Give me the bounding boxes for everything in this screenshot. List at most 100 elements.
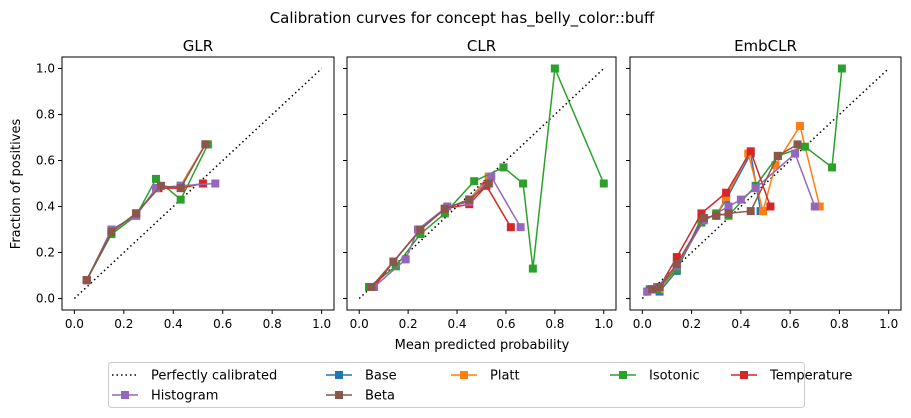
axes-frame xyxy=(629,56,902,311)
y-axis-label: Fraction of positives xyxy=(9,119,24,250)
series-temperature xyxy=(648,147,775,294)
data-point xyxy=(519,179,528,188)
legend-label: Base xyxy=(365,369,397,384)
perfect-calibration-line xyxy=(73,67,323,300)
data-point xyxy=(648,285,657,294)
data-point xyxy=(440,209,449,218)
data-point xyxy=(746,147,755,156)
data-point xyxy=(699,214,708,222)
data-point xyxy=(528,264,537,273)
series-beta xyxy=(82,140,210,285)
data-point xyxy=(724,209,733,218)
data-point xyxy=(643,287,652,296)
series-isotonic xyxy=(82,140,212,285)
data-point xyxy=(712,211,721,220)
legend-entry-perfectly-calibrated: Perfectly calibrated xyxy=(112,369,277,384)
x-tick-label: 0.8 xyxy=(263,317,282,331)
y-tick-label: 0.0 xyxy=(36,292,55,306)
data-point xyxy=(795,122,804,130)
data-point xyxy=(697,209,706,218)
data-point xyxy=(828,163,837,172)
x-tick-label: 0.0 xyxy=(350,317,369,331)
x-tick-label: 0.2 xyxy=(114,317,133,331)
data-point xyxy=(470,177,479,186)
series-line xyxy=(86,144,207,281)
data-point xyxy=(391,262,400,271)
data-point xyxy=(793,140,802,149)
data-point xyxy=(484,179,493,188)
data-point xyxy=(736,195,745,204)
data-point xyxy=(672,253,681,262)
legend-label: Beta xyxy=(365,389,395,404)
legend-label: Histogram xyxy=(151,389,218,404)
series-histogram xyxy=(369,172,525,291)
data-point xyxy=(416,225,425,234)
series-base xyxy=(82,140,210,285)
y-tick-label: 0.6 xyxy=(36,154,55,168)
series-line xyxy=(86,182,216,281)
x-tick-label: 0.4 xyxy=(164,317,183,331)
series-temperature xyxy=(82,179,207,285)
data-point xyxy=(132,209,141,218)
legend-label: Platt xyxy=(490,369,520,384)
series-histogram xyxy=(82,179,220,285)
data-point xyxy=(176,184,185,193)
data-point xyxy=(107,227,116,236)
data-point xyxy=(837,64,846,73)
legend-label: Perfectly calibrated xyxy=(151,369,277,384)
data-point xyxy=(722,193,731,202)
x-tick-label: 1.0 xyxy=(879,317,898,331)
series-line xyxy=(373,184,512,288)
subplot-title: EmbCLR xyxy=(734,37,797,55)
data-point xyxy=(401,255,410,264)
data-point xyxy=(176,195,185,204)
legend-marker xyxy=(460,371,468,379)
perfect-calibration-line xyxy=(358,67,605,300)
data-point xyxy=(724,202,733,211)
data-point xyxy=(506,223,515,232)
data-point xyxy=(550,64,559,73)
data-point xyxy=(722,188,731,197)
x-tick-label: 0.0 xyxy=(633,317,652,331)
legend-label: Isotonic xyxy=(649,369,700,384)
x-tick-label: 0.2 xyxy=(399,317,418,331)
data-point xyxy=(810,202,819,211)
data-point xyxy=(516,223,525,232)
x-tick-label: 1.0 xyxy=(594,317,613,331)
legend-entry-temperature: Temperature xyxy=(731,369,852,384)
subplot-glr: GLR 0.0 0.2 0.4 0.6 0.8 1.0 0.0 0.2 0.4 0.6 0.8 1.0 xyxy=(36,37,335,331)
legend-entry-platt: Platt xyxy=(451,369,520,384)
legend-entry-beta: Beta xyxy=(326,389,395,404)
data-point xyxy=(751,184,760,193)
data-point xyxy=(487,172,496,181)
subplot-clr: CLR 0.0 0.2 0.4 0.6 0.8 1.0 xyxy=(343,37,617,331)
legend-entry-isotonic: Isotonic xyxy=(610,369,700,384)
data-point xyxy=(655,283,664,291)
data-point xyxy=(367,283,376,291)
data-point xyxy=(151,184,160,193)
data-point xyxy=(465,195,474,204)
data-point xyxy=(771,161,780,170)
legend-marker xyxy=(335,371,343,379)
x-tick-label: 0.8 xyxy=(830,317,849,331)
y-tick-label: 0.2 xyxy=(36,246,55,260)
x-tick-label: 0.6 xyxy=(496,317,515,331)
legend-entry-base: Base xyxy=(326,369,397,384)
data-point xyxy=(672,260,681,268)
series-line xyxy=(86,182,204,281)
legend-label: Temperature xyxy=(769,369,852,384)
data-point xyxy=(766,202,775,211)
x-axis-label: Mean predicted probability xyxy=(395,338,570,353)
data-point xyxy=(416,230,425,239)
legend-marker xyxy=(740,371,748,379)
legend-entry-histogram: Histogram xyxy=(112,389,218,404)
data-point xyxy=(759,207,768,216)
legend: Perfectly calibrated Base Platt Isotonic Tem… xyxy=(108,362,852,408)
legend-box xyxy=(108,362,805,408)
y-tick-label: 1.0 xyxy=(36,62,55,76)
data-point xyxy=(82,276,91,285)
series-line xyxy=(86,144,207,281)
series-beta xyxy=(367,179,493,291)
x-tick-label: 0.8 xyxy=(545,317,564,331)
